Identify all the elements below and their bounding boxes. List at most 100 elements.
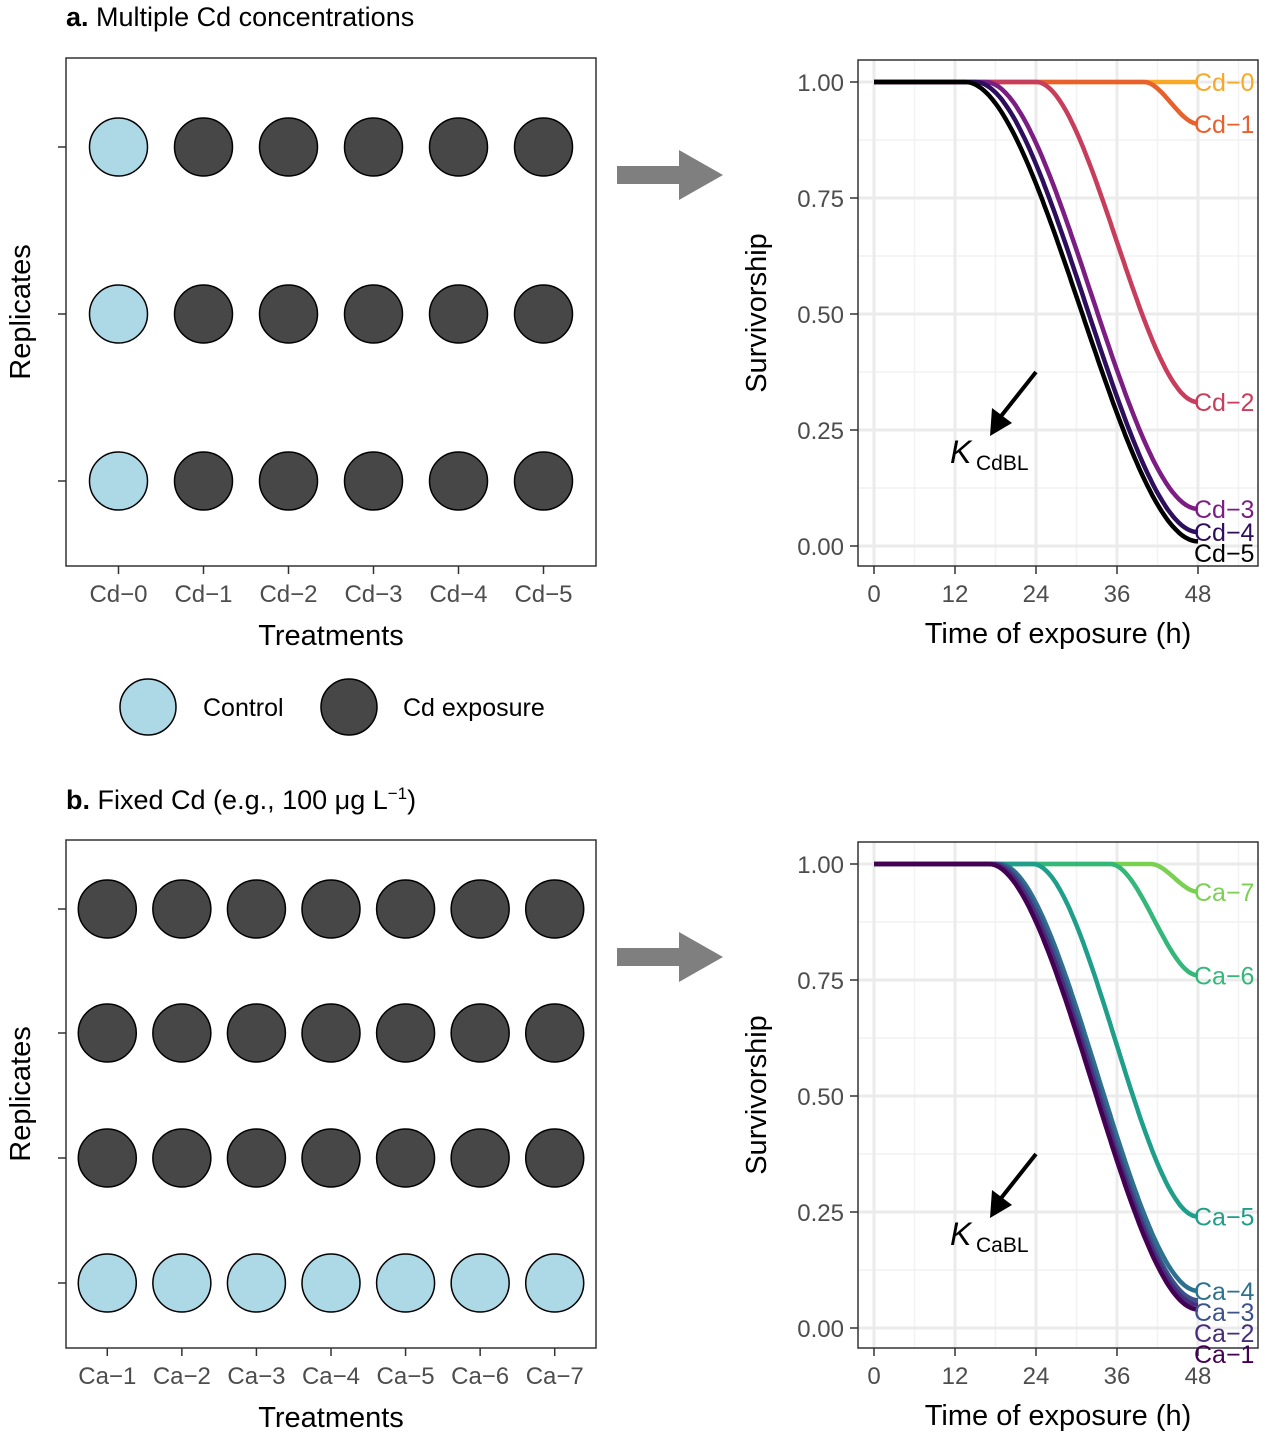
exposure-replicate: [450, 1128, 510, 1188]
treatment-tick-label: Ca−3: [227, 1363, 285, 1390]
exposure-replicate: [301, 879, 361, 939]
series-label-Ca−1: Ca−1: [1194, 1341, 1254, 1369]
exposure-replicate: [226, 1128, 287, 1188]
x-tick-label: 36: [1104, 1363, 1131, 1390]
exposure-replicate: [258, 284, 319, 344]
exposure-replicate: [343, 451, 404, 511]
series-label-Cd−3: Cd−3: [1194, 496, 1254, 524]
y-tick-label: 0.75: [797, 968, 844, 995]
x-tick-label: 0: [867, 581, 880, 608]
control-replicate: [88, 284, 149, 344]
series-label-Cd−4: Cd−4: [1194, 519, 1255, 547]
exposure-replicate: [258, 117, 319, 177]
annotation-subscript: CaBL: [976, 1234, 1029, 1257]
y-tick-label: 0.25: [797, 418, 844, 445]
legend-control-label: Control: [203, 694, 284, 722]
chart-a-axes: 0.00 0.25 0.50 0.75 1.00 0 12 24 36 48: [797, 70, 1211, 608]
exposure-replicate: [152, 879, 212, 939]
exposure-replicate: [301, 1003, 361, 1063]
y-tick-label: 1.00: [797, 852, 844, 879]
design-a-xticks: Cd−0 Cd−1 Cd−2 Cd−3 Cd−4 Cd−5: [89, 566, 573, 608]
chart-b-xlabel: Time of exposure (h): [925, 1400, 1191, 1432]
chart-b-series-labels: Ca−7 Ca−6 Ca−5 Ca−4Ca−3Ca−2Ca−1: [1194, 879, 1255, 1369]
exposure-replicate: [152, 1128, 212, 1188]
y-tick-label: 0.50: [797, 1084, 844, 1111]
chart-b-frame: [857, 841, 1259, 1349]
x-tick-label: 48: [1185, 1363, 1212, 1390]
design-a-circles: [88, 117, 574, 511]
control-replicate: [450, 1253, 510, 1313]
chart-a-curves: [873, 79, 1199, 544]
annotation-arrow-icon: [996, 1152, 1038, 1204]
design-grid-a: Cd−0 Cd−1 Cd−2 Cd−3 Cd−4 Cd−5 Replicates Trea…: [5, 57, 597, 652]
exposure-replicate: [513, 117, 574, 177]
series-label-Cd−0: Cd−0: [1194, 69, 1254, 97]
legend: Control Cd exposure: [119, 678, 545, 736]
chart-b-ylabel: Survivorship: [741, 1015, 773, 1175]
exposure-replicate: [301, 1128, 361, 1188]
treatment-tick-label: Ca−2: [153, 1363, 211, 1390]
chart-a-grid: [858, 60, 1258, 566]
series-label-Cd−2: Cd−2: [1194, 389, 1254, 417]
exposure-replicate: [524, 1003, 585, 1063]
design-b-yticks: [58, 908, 66, 1284]
exposure-replicate: [428, 117, 489, 177]
exposure-replicate: [226, 1003, 287, 1063]
x-tick-label: 12: [942, 581, 969, 608]
exposure-replicate: [428, 284, 489, 344]
exposure-replicate: [226, 879, 287, 939]
treatment-tick-label: Ca−7: [526, 1363, 584, 1390]
annotation-arrowhead-icon: [990, 1190, 1012, 1218]
series-label-Cd−5: Cd−5: [1194, 540, 1254, 568]
panel-b-title-text: Fixed Cd (e.g., 100 μg L: [97, 785, 388, 815]
control-replicate: [152, 1253, 212, 1313]
exposure-replicate: [524, 1128, 585, 1188]
treatment-tick-label: Ca−4: [302, 1363, 360, 1390]
exposure-replicate: [77, 1128, 138, 1188]
control-replicate: [301, 1253, 361, 1313]
x-tick-label: 12: [942, 1363, 969, 1390]
x-tick-label: 36: [1104, 581, 1131, 608]
y-tick-label: 0.00: [797, 534, 844, 561]
design-b-circles: [77, 879, 585, 1313]
exposure-replicate: [173, 284, 234, 344]
series-line-Cd−5: [873, 79, 1199, 544]
panel-b-title-end: ): [407, 785, 417, 815]
chart-a-frame: [857, 59, 1259, 567]
y-tick-label: 0.25: [797, 1200, 844, 1227]
annotation-subscript: CdBL: [976, 452, 1029, 475]
x-tick-label: 0: [867, 1363, 880, 1390]
control-replicate: [88, 117, 149, 177]
chart-b-annotation: K CaBL: [950, 1152, 1038, 1257]
exposure-replicate: [524, 879, 585, 939]
series-label-Ca−2: Ca−2: [1194, 1320, 1254, 1348]
design-a-xlabel: Treatments: [258, 620, 404, 652]
exposure-replicate: [375, 1128, 436, 1188]
treatment-tick-label: Ca−5: [377, 1363, 435, 1390]
x-tick-label: 24: [1023, 1363, 1050, 1390]
treatment-tick-label: Cd−2: [259, 581, 317, 608]
y-tick-label: 0.00: [797, 1316, 844, 1343]
exposure-replicate: [375, 1003, 436, 1063]
exposure-replicate: [173, 451, 234, 511]
treatment-tick-label: Ca−1: [78, 1363, 136, 1390]
chart-b-curves: [873, 861, 1199, 1312]
legend-control-swatch: [119, 678, 177, 736]
exposure-replicate: [77, 1003, 138, 1063]
panel-a-title-text: Multiple Cd concentrations: [96, 2, 415, 32]
series-line-Ca−1: [873, 861, 1199, 1312]
legend-exposure-swatch: [320, 678, 378, 736]
series-label-Ca−4: Ca−4: [1194, 1278, 1255, 1306]
panel-b-title: b. Fixed Cd (e.g., 100 μg L−1): [66, 784, 416, 816]
x-tick-label: 48: [1185, 581, 1212, 608]
exposure-replicate: [450, 879, 510, 939]
treatment-tick-label: Cd−3: [344, 581, 402, 608]
exposure-replicate: [173, 117, 234, 177]
design-a-ylabel: Replicates: [5, 244, 37, 379]
treatment-tick-label: Cd−1: [174, 581, 232, 608]
annotation-k: K: [950, 434, 973, 470]
chart-a-annotation: K CdBL: [950, 370, 1038, 475]
exposure-replicate: [152, 1003, 212, 1063]
panel-a-title: a. Multiple Cd concentrations: [66, 2, 414, 33]
exposure-replicate: [513, 284, 574, 344]
